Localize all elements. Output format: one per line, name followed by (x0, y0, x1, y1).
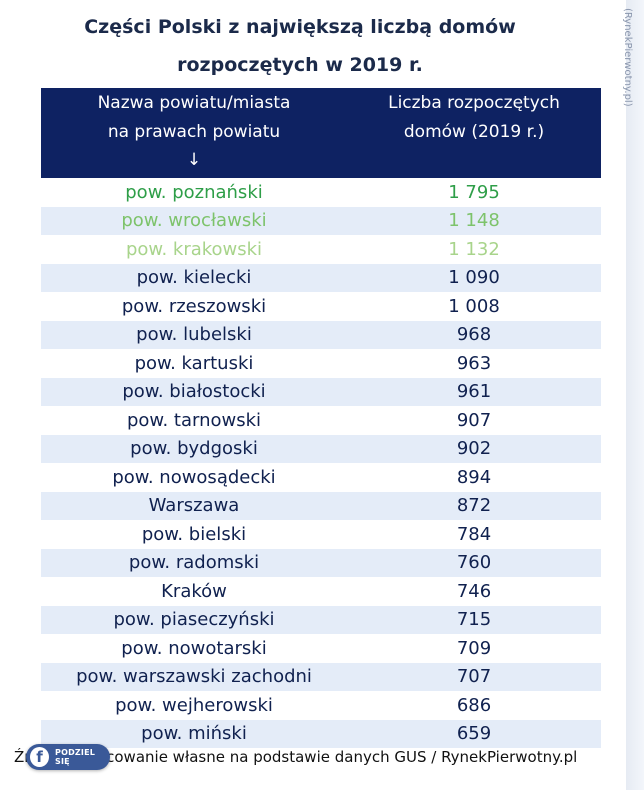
table-row: pow. tarnowski 907 (41, 406, 601, 435)
header-value-line-2: domów (2019 r.) (403, 122, 545, 142)
table-row: pow. wrocławski 1 148 (41, 206, 601, 235)
share-label: PODZIEL SIĘ (55, 748, 96, 766)
row-value: 709 (456, 637, 492, 659)
share-button[interactable]: f PODZIEL SIĘ (26, 744, 110, 770)
row-value: 1 090 (448, 267, 500, 289)
row-value: 707 (456, 666, 492, 688)
row-value: 686 (456, 694, 492, 716)
table-row: pow. poznański 1 795 (41, 178, 601, 207)
table-row: pow. lubelski 968 (41, 320, 601, 349)
table-row: Warszawa 872 (41, 491, 601, 520)
row-name: pow. bielski (141, 523, 247, 545)
row-value: 746 (456, 580, 492, 602)
row-value: 1 008 (448, 295, 500, 317)
row-value: 1 132 (448, 238, 500, 260)
table-row: pow. piaseczyński 715 (41, 605, 601, 634)
watermark: (RynekPierwotny.pl) (622, 8, 633, 107)
row-value: 907 (456, 409, 492, 431)
row-name: Kraków (161, 580, 227, 602)
row-name: pow. wrocławski (121, 210, 267, 232)
row-name: pow. radomski (128, 552, 260, 574)
row-name: pow. rzeszowski (121, 295, 267, 317)
row-name: pow. lubelski (136, 324, 252, 346)
sort-arrow-icon: ↓ (186, 150, 202, 170)
header-name-column: Nazwa powiatu/miasta na prawach powiatu … (41, 88, 347, 178)
row-value: 963 (456, 352, 492, 374)
row-name: pow. kartuski (134, 352, 254, 374)
header-value-line-1: Liczba rozpoczętych (388, 93, 560, 113)
table-row: pow. kartuski 963 (41, 349, 601, 378)
table-row: Kraków 746 (41, 577, 601, 606)
table-header: Nazwa powiatu/miasta na prawach powiatu … (41, 88, 601, 178)
table-row: pow. bydgoski 902 (41, 434, 601, 463)
table-row: pow. wejherowski 686 (41, 691, 601, 720)
row-value: 1 148 (448, 210, 500, 232)
table-row: pow. radomski 760 (41, 548, 601, 577)
row-value: 659 (456, 723, 492, 745)
row-name: pow. nowosądecki (112, 466, 276, 488)
row-name: Warszawa (148, 495, 240, 517)
row-name: pow. tarnowski (126, 409, 262, 431)
table-row: pow. krakowski 1 132 (41, 235, 601, 264)
row-name: pow. białostocki (122, 381, 266, 403)
row-value: 902 (456, 438, 492, 460)
title-line-2: rozpoczętych w 2019 r. (177, 54, 423, 76)
row-name: pow. piaseczyński (113, 609, 275, 631)
row-value: 968 (456, 324, 492, 346)
title-line-1: Części Polski z największą liczbą domów (84, 16, 516, 38)
header-name-line-2: na prawach powiatu (107, 122, 281, 142)
row-value: 872 (456, 495, 492, 517)
row-value: 760 (456, 552, 492, 574)
table-row: pow. nowotarski 709 (41, 634, 601, 663)
row-name: pow. miński (141, 723, 247, 745)
header-value-column: Liczba rozpoczętych domów (2019 r.) (347, 88, 601, 178)
row-value: 715 (456, 609, 492, 631)
row-name: pow. nowotarski (121, 637, 267, 659)
header-name-line-1: Nazwa powiatu/miasta (97, 93, 291, 113)
table-row: pow. bielski 784 (41, 520, 601, 549)
row-name: pow. krakowski (125, 238, 263, 260)
row-value: 784 (456, 523, 492, 545)
row-name: pow. kielecki (136, 267, 252, 289)
facebook-icon: f (30, 747, 50, 767)
row-name: pow. warszawski zachodni (76, 666, 312, 688)
table-row: pow. kielecki 1 090 (41, 263, 601, 292)
row-value: 1 795 (448, 181, 500, 203)
table-row: pow. miński 659 (41, 719, 601, 748)
row-name: pow. bydgoski (130, 438, 258, 460)
data-table: Nazwa powiatu/miasta na prawach powiatu … (41, 88, 601, 748)
row-name: pow. poznański (125, 181, 263, 203)
table-body: pow. poznański 1 795 pow. wrocławski 1 148 p… (41, 178, 601, 748)
source-note: Źródło: opracowanie własne na podstawie … (14, 748, 578, 766)
table-row: pow. nowosądecki 894 (41, 463, 601, 492)
table-row: pow. białostocki 961 (41, 377, 601, 406)
table-row: pow. rzeszowski 1 008 (41, 292, 601, 321)
row-value: 961 (456, 381, 492, 403)
row-value: 894 (456, 466, 492, 488)
table-row: pow. warszawski zachodni 707 (41, 662, 601, 691)
chart-title: Części Polski z największą liczbą domów … (20, 8, 580, 84)
card-shadow (626, 0, 644, 790)
row-name: pow. wejherowski (115, 694, 273, 716)
